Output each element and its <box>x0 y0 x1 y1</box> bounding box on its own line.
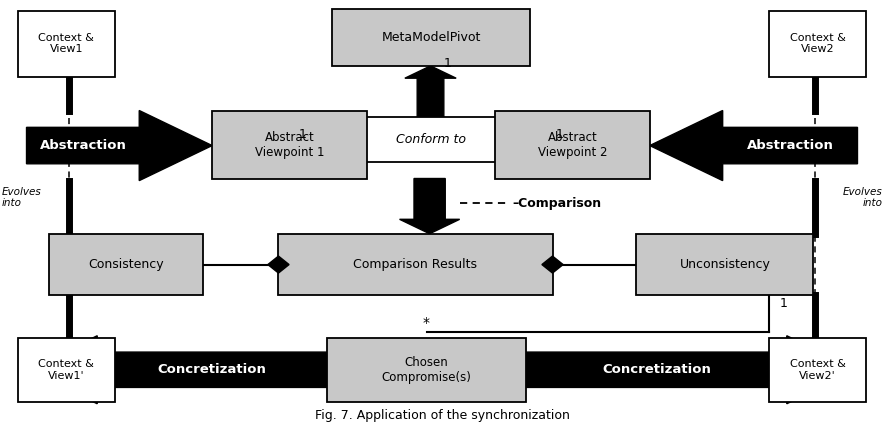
Text: Context &
View1': Context & View1' <box>38 359 95 380</box>
FancyBboxPatch shape <box>332 8 530 66</box>
Text: Abstract
Viewpoint 1: Abstract Viewpoint 1 <box>255 130 324 159</box>
Text: Chosen
Compromise(s): Chosen Compromise(s) <box>382 356 471 384</box>
Text: *: * <box>423 316 430 330</box>
Text: Concretization: Concretization <box>602 363 711 376</box>
FancyBboxPatch shape <box>318 117 544 162</box>
Polygon shape <box>650 110 857 181</box>
Polygon shape <box>27 110 212 181</box>
FancyBboxPatch shape <box>18 11 115 76</box>
Polygon shape <box>542 256 563 273</box>
Text: Evolves
into: Evolves into <box>842 187 882 208</box>
Polygon shape <box>27 336 327 404</box>
FancyBboxPatch shape <box>495 110 650 178</box>
Polygon shape <box>405 66 456 117</box>
Polygon shape <box>526 336 857 404</box>
Text: –Comparison: –Comparison <box>513 197 602 210</box>
Text: Fig. 7. Application of the synchronization: Fig. 7. Application of the synchronizati… <box>315 408 569 422</box>
Text: MetaModelPivot: MetaModelPivot <box>381 31 481 44</box>
Text: 1: 1 <box>780 298 788 310</box>
Text: Concretization: Concretization <box>157 363 267 376</box>
Text: Abstract
Viewpoint 2: Abstract Viewpoint 2 <box>537 130 607 159</box>
Text: 1: 1 <box>556 128 563 142</box>
Polygon shape <box>400 178 460 234</box>
FancyBboxPatch shape <box>278 234 552 295</box>
FancyBboxPatch shape <box>769 11 866 76</box>
FancyBboxPatch shape <box>636 234 813 295</box>
Text: Conform to: Conform to <box>396 133 466 146</box>
Text: Unconsistency: Unconsistency <box>680 258 770 271</box>
FancyBboxPatch shape <box>327 338 526 402</box>
Text: Comparison Results: Comparison Results <box>354 258 477 271</box>
Text: Abstraction: Abstraction <box>40 139 126 152</box>
FancyBboxPatch shape <box>212 110 367 178</box>
FancyBboxPatch shape <box>49 234 203 295</box>
FancyBboxPatch shape <box>18 338 115 402</box>
Text: Abstraction: Abstraction <box>747 139 834 152</box>
Text: Context &
View1: Context & View1 <box>38 33 95 54</box>
Text: 1: 1 <box>444 57 452 70</box>
Text: Evolves
into: Evolves into <box>2 187 42 208</box>
FancyBboxPatch shape <box>769 338 866 402</box>
Text: Context &
View2': Context & View2' <box>789 359 846 380</box>
Text: Consistency: Consistency <box>88 258 164 271</box>
Text: 1: 1 <box>299 128 306 142</box>
Text: Context &
View2: Context & View2 <box>789 33 846 54</box>
Polygon shape <box>268 256 289 273</box>
